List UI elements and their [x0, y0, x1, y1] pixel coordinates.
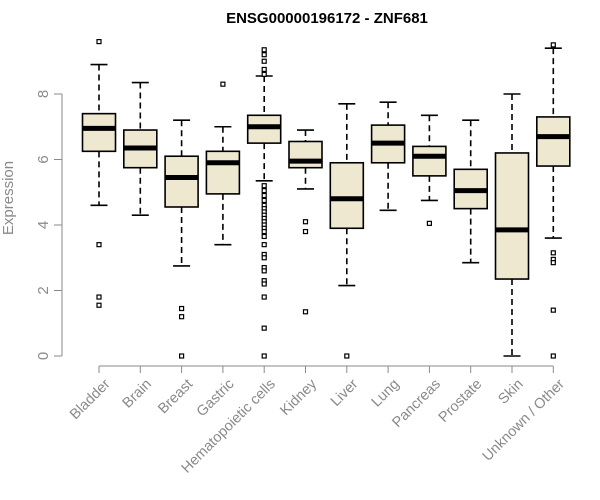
outlier-point [261, 47, 267, 53]
box-kidney [288, 129, 323, 315]
outlier-point [179, 353, 185, 359]
x-tick-label: Liver [328, 376, 362, 410]
outlier-point [261, 255, 267, 261]
y-tick-label: 2 [35, 286, 52, 294]
box-iqr [164, 155, 199, 208]
x-tick-label: Bladder [67, 376, 114, 423]
y-tick-label: 8 [35, 90, 52, 98]
x-tick-label: Prostate [436, 376, 485, 425]
box-lung [370, 101, 406, 212]
box-liver [329, 103, 365, 359]
outlier-point [261, 233, 267, 240]
outlier-point [550, 250, 556, 256]
outlier-point [261, 294, 267, 300]
outlier-point [550, 42, 556, 48]
box-iqr [535, 116, 571, 167]
x-tick-label: Skin [495, 376, 526, 407]
outlier-point [261, 58, 267, 64]
y-tick-label: 4 [35, 221, 52, 229]
outlier-point [550, 307, 556, 313]
outlier-point [261, 183, 267, 189]
outlier-point [261, 66, 267, 73]
outlier-point [96, 242, 102, 248]
box-iqr [494, 152, 530, 280]
outlier-point [261, 71, 267, 77]
outlier-point [261, 242, 267, 248]
outlier-point [261, 197, 267, 204]
x-tick-label: Lung [369, 376, 403, 410]
outlier-point [96, 294, 102, 300]
box-hematopoietic-cells [246, 47, 282, 359]
chart-title: ENSG00000196172 - ZNF681 [226, 10, 428, 27]
y-tick-label: 6 [35, 155, 52, 163]
y-axis: 0 2 4 6 8 [35, 90, 63, 360]
outlier-point [302, 228, 309, 235]
outlier-point [550, 353, 556, 359]
outlier-point [550, 260, 556, 266]
x-tick-label: Breast [155, 376, 196, 417]
outlier-point [261, 52, 267, 58]
box-gastric [205, 81, 241, 246]
box-iqr [412, 145, 447, 177]
outlier-point [96, 302, 102, 308]
outlier-point [261, 325, 267, 331]
boxplot-series [81, 38, 571, 359]
box-pancreas [412, 114, 447, 226]
outlier-point [220, 81, 226, 87]
outlier-point [261, 192, 267, 199]
y-axis-label: Expression [0, 161, 17, 235]
box-bladder [81, 38, 117, 308]
outlier-point [261, 268, 267, 274]
outlier-point [261, 228, 267, 235]
box-iqr [329, 161, 365, 230]
outlier-point [179, 305, 185, 312]
outlier-point [261, 353, 267, 359]
outlier-point [344, 353, 350, 359]
y-tick-label: 0 [35, 352, 52, 360]
box-brain [123, 81, 158, 216]
x-tick-label: Kidney [277, 376, 320, 419]
box-iqr [288, 140, 323, 169]
box-iqr [205, 150, 241, 195]
box-prostate [453, 119, 489, 264]
box-breast [164, 119, 199, 359]
outlier-point [302, 309, 309, 315]
x-tick-label: Brain [120, 376, 155, 411]
box-iqr [81, 112, 117, 153]
outlier-point [302, 219, 309, 225]
outlier-point [426, 220, 432, 226]
outlier-point [96, 38, 102, 45]
outlier-point [179, 314, 185, 320]
outlier-point [261, 188, 267, 194]
box-skin [494, 93, 530, 357]
outlier-point [261, 281, 267, 287]
box-unknown-other [535, 42, 571, 359]
